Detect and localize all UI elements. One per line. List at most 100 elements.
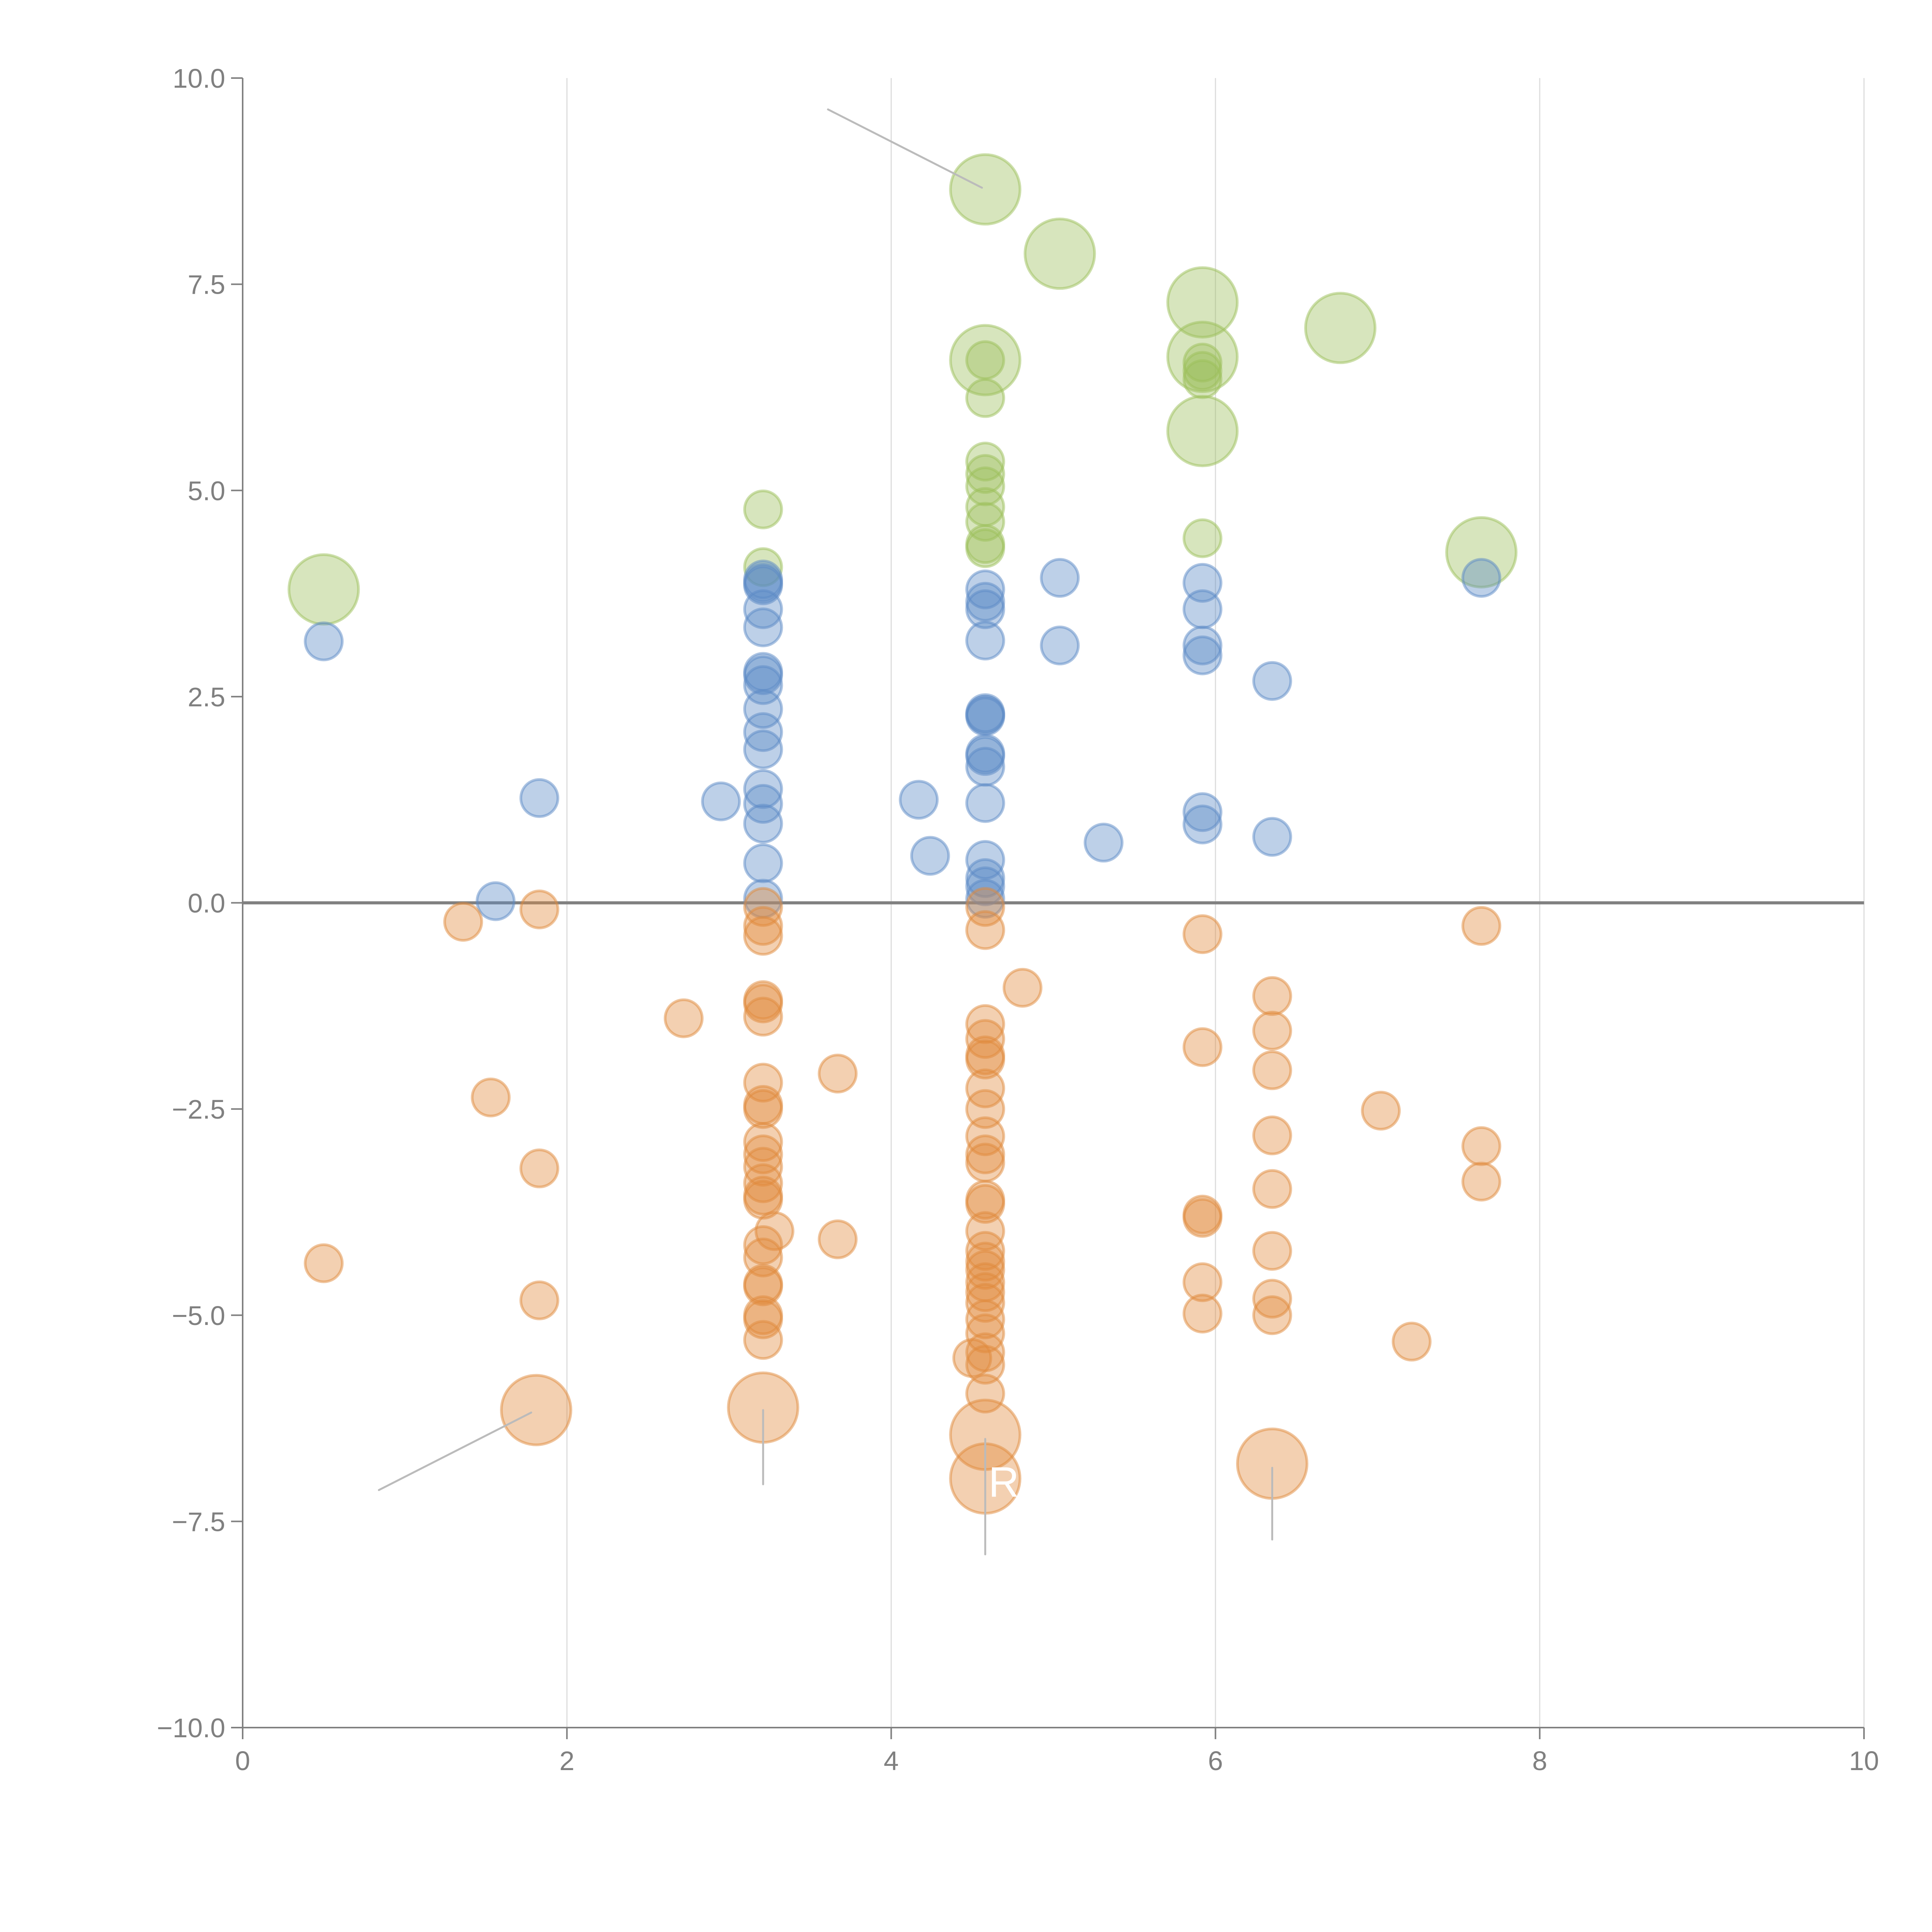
bubble-blue [743, 607, 783, 648]
bubble-blue [743, 655, 783, 695]
bubble-orange [965, 1345, 1005, 1385]
y-tick-label: −7.5 [172, 1507, 225, 1537]
bubble-orange [1252, 1050, 1292, 1090]
bubble-orange [818, 1219, 858, 1259]
bubble-orange [743, 1089, 783, 1129]
bubble-orange [965, 1374, 1005, 1414]
bubble-blue [965, 696, 1005, 736]
y-tick-label: −2.5 [172, 1094, 225, 1124]
x-tick-label: 10 [1849, 1746, 1879, 1776]
y-tick-label: 7.5 [188, 270, 225, 300]
bubble-orange [743, 1134, 783, 1175]
bubble-orange [1252, 1295, 1292, 1335]
y-tick-label: 10.0 [173, 63, 225, 94]
bubble-orange [965, 1250, 1005, 1290]
bubble-blue [1040, 626, 1080, 666]
bubble-orange [1252, 976, 1292, 1016]
bubble-orange [743, 1320, 783, 1360]
bubble-blue [476, 881, 516, 921]
bubble-blue [304, 621, 344, 662]
bubble-orange [1391, 1321, 1432, 1362]
bubble-blue [965, 589, 1005, 629]
x-tick-label: 4 [884, 1746, 899, 1776]
bubble-blue [1040, 558, 1080, 598]
bubble-orange [1182, 1027, 1223, 1067]
bubble-orange [965, 1039, 1005, 1080]
bubble-green [287, 553, 360, 626]
bubble-orange [1252, 1115, 1292, 1155]
y-tick-label: −10.0 [157, 1713, 225, 1743]
bubble-orange [1182, 1198, 1223, 1238]
bubble-blue [1461, 558, 1502, 598]
bubble-orange [743, 983, 783, 1024]
bubble-orange [1461, 1126, 1502, 1166]
y-tick-label: −5.0 [172, 1301, 225, 1331]
bubble-blue [701, 781, 741, 821]
bubble-green [949, 324, 1022, 396]
bubble-orange [965, 1332, 1005, 1372]
bubble-blue [965, 783, 1005, 823]
bubble-blue [1182, 589, 1223, 629]
bubble-green [965, 454, 1005, 494]
bubble-green [965, 528, 1005, 568]
bubble-blue [1252, 661, 1292, 701]
bubble-orange [743, 1225, 783, 1265]
y-tick-label: 0.0 [188, 888, 225, 918]
bubble-blue [1252, 817, 1292, 857]
bubble-orange [965, 887, 1005, 927]
bubble-orange [965, 1089, 1005, 1129]
bubble-green [965, 466, 1005, 507]
bubble-orange [1361, 1090, 1401, 1131]
bubble-orange [500, 1374, 572, 1446]
bubble-orange [965, 1299, 1005, 1339]
bubble-orange [965, 1068, 1005, 1109]
bubble-orange [471, 1077, 511, 1117]
bubble-blue [910, 836, 950, 876]
bubble-blue [743, 843, 783, 883]
bubble-orange [965, 910, 1005, 950]
bubble-blue [965, 866, 1005, 906]
bubble-orange [519, 1148, 560, 1189]
bubble-blue [743, 804, 783, 844]
x-tick-label: 8 [1532, 1746, 1547, 1776]
leader-line [827, 108, 983, 189]
bubble-blue [1182, 804, 1223, 845]
bubble-orange [519, 889, 560, 930]
bubble-orange [743, 1163, 783, 1203]
bubble-green [1182, 518, 1223, 558]
annotation-label: R [988, 1458, 1019, 1506]
bubble-orange [743, 1147, 783, 1187]
bubble-orange [304, 1243, 344, 1283]
annotations: R [988, 1458, 1019, 1506]
bubble-orange [965, 1184, 1005, 1224]
bubble-green [1024, 218, 1096, 290]
bubble-green [1304, 292, 1377, 364]
bubble-orange [743, 997, 783, 1037]
bubble-green [965, 378, 1005, 418]
bubble-orange [1002, 968, 1043, 1008]
bubble-blue [1083, 823, 1124, 863]
bubble-green [743, 489, 783, 529]
bubble-blue [965, 621, 1005, 661]
bubble-orange [965, 1272, 1005, 1312]
leader-line [378, 1412, 532, 1491]
bubble-orange [1252, 1279, 1292, 1319]
bubble-orange [1182, 914, 1223, 954]
bubble-blue [965, 747, 1005, 787]
bubble-orange [519, 1280, 560, 1320]
y-tick-label: 5.0 [188, 476, 225, 506]
bubble-blue [1182, 635, 1223, 675]
bubble-orange [743, 1266, 783, 1306]
bubble-green [1182, 359, 1223, 399]
bubble-orange [818, 1053, 858, 1094]
bubble-orange [1461, 906, 1502, 946]
bubble-orange [443, 902, 483, 942]
bubble-blue [743, 769, 783, 809]
bubble-green [949, 153, 1022, 226]
axes: 0 2 4 6 8 10 10.0 7.5 5.0 2.5 0.0 −2.5 −5.0 −7.5 −10.0 [157, 63, 1879, 1776]
bubble-blue [899, 780, 939, 820]
bubble-blue [519, 778, 560, 818]
bubble-blue [965, 736, 1005, 776]
bubble-blue [743, 689, 783, 729]
